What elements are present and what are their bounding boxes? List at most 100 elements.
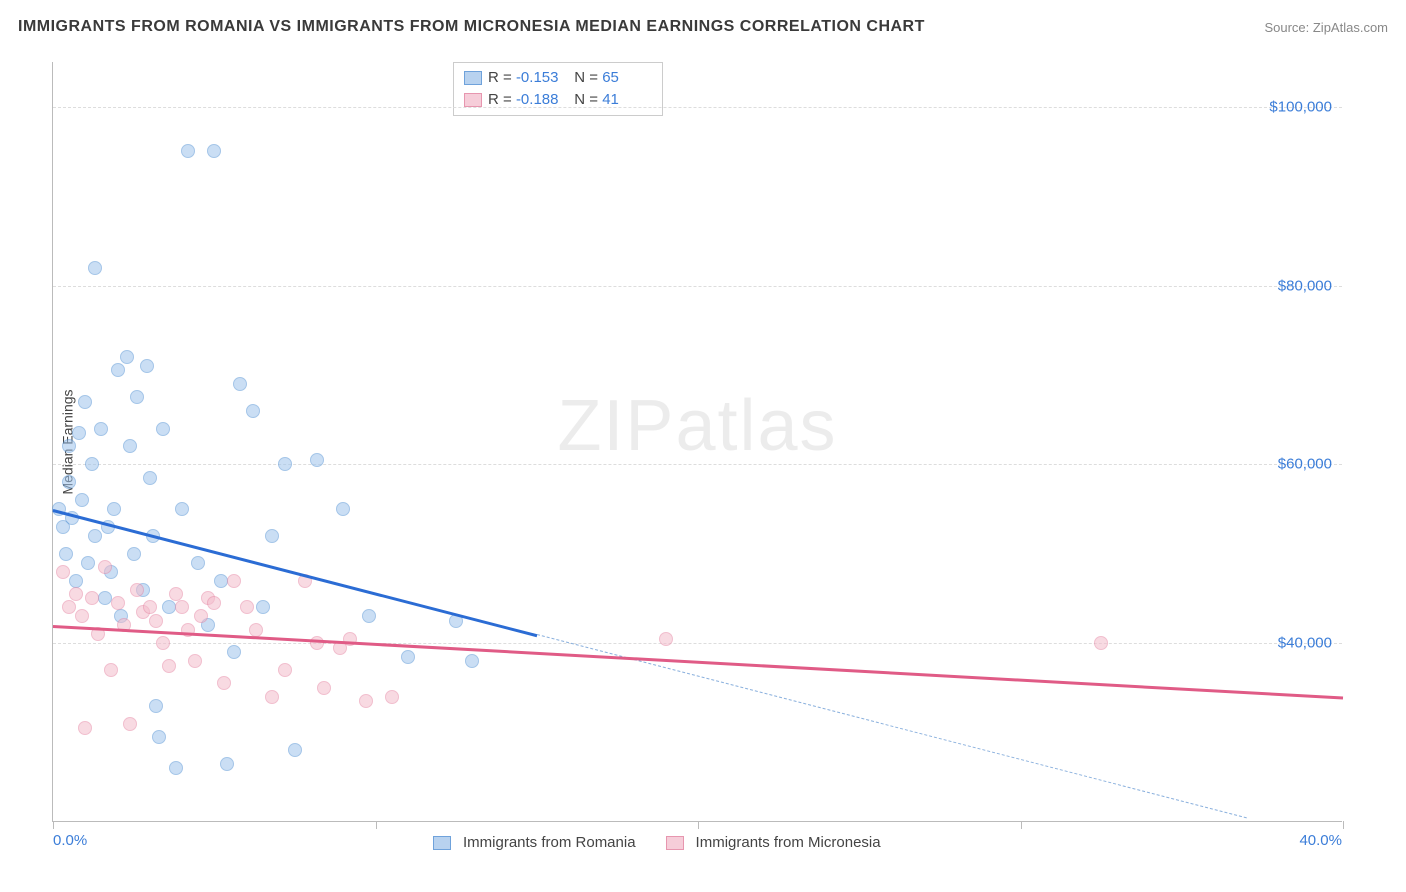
x-tick [1343, 821, 1344, 829]
chart-title: IMMIGRANTS FROM ROMANIA VS IMMIGRANTS FR… [18, 18, 925, 36]
data-point [162, 659, 176, 673]
data-point [265, 529, 279, 543]
data-point [127, 547, 141, 561]
data-point [385, 690, 399, 704]
data-point [191, 556, 205, 570]
data-point [107, 502, 121, 516]
data-point [69, 574, 83, 588]
data-point [207, 596, 221, 610]
data-point [336, 502, 350, 516]
data-point [98, 591, 112, 605]
data-point [162, 600, 176, 614]
data-point [246, 404, 260, 418]
data-point [310, 453, 324, 467]
data-point [72, 426, 86, 440]
data-point [75, 493, 89, 507]
data-point [175, 600, 189, 614]
data-point [143, 600, 157, 614]
data-point [220, 757, 234, 771]
y-tick-label: $100,000 [1269, 98, 1332, 115]
y-tick-label: $60,000 [1278, 456, 1332, 473]
data-point [249, 623, 263, 637]
x-tick [698, 821, 699, 829]
data-point [78, 721, 92, 735]
data-point [207, 144, 221, 158]
data-point [278, 457, 292, 471]
stats-box: R = -0.153 N = 65R = -0.188 N = 41 [453, 62, 663, 116]
data-point [143, 471, 157, 485]
data-point [111, 363, 125, 377]
y-tick-label: $80,000 [1278, 277, 1332, 294]
y-tick-label: $40,000 [1278, 635, 1332, 652]
data-point [265, 690, 279, 704]
data-point [75, 609, 89, 623]
data-point [217, 676, 231, 690]
data-point [188, 654, 202, 668]
data-point [278, 663, 292, 677]
data-point [149, 614, 163, 628]
data-point [359, 694, 373, 708]
trend-line [537, 634, 1247, 818]
gridline [53, 643, 1342, 644]
data-point [310, 636, 324, 650]
gridline [53, 286, 1342, 287]
data-point [401, 650, 415, 664]
data-point [59, 547, 73, 561]
data-point [156, 636, 170, 650]
x-axis-min-label: 0.0% [53, 832, 87, 849]
data-point [120, 350, 134, 364]
data-point [169, 587, 183, 601]
data-point [123, 717, 137, 731]
data-point [85, 591, 99, 605]
data-point [194, 609, 208, 623]
data-point [62, 439, 76, 453]
data-point [362, 609, 376, 623]
data-point [94, 422, 108, 436]
data-point [62, 475, 76, 489]
data-point [317, 681, 331, 695]
data-point [123, 439, 137, 453]
data-point [214, 574, 228, 588]
legend-item: Immigrants from Romania [433, 834, 636, 851]
data-point [111, 596, 125, 610]
data-point [465, 654, 479, 668]
legend-item: Immigrants from Micronesia [666, 834, 881, 851]
data-point [288, 743, 302, 757]
plot-area: Median Earnings ZIPatlas R = -0.153 N = … [52, 62, 1342, 822]
data-point [149, 699, 163, 713]
data-point [156, 422, 170, 436]
data-point [88, 261, 102, 275]
data-point [169, 761, 183, 775]
source-label: Source: ZipAtlas.com [1264, 20, 1388, 35]
data-point [140, 359, 154, 373]
data-point [85, 457, 99, 471]
gridline [53, 107, 1342, 108]
data-point [130, 390, 144, 404]
data-point [130, 583, 144, 597]
data-point [69, 587, 83, 601]
data-point [98, 560, 112, 574]
x-tick [1021, 821, 1022, 829]
x-tick [376, 821, 377, 829]
x-tick [53, 821, 54, 829]
watermark: ZIPatlas [557, 385, 837, 467]
data-point [175, 502, 189, 516]
data-point [227, 574, 241, 588]
x-axis-max-label: 40.0% [1299, 832, 1342, 849]
data-point [81, 556, 95, 570]
data-point [181, 144, 195, 158]
data-point [152, 730, 166, 744]
gridline [53, 464, 1342, 465]
data-point [88, 529, 102, 543]
trend-line [53, 625, 1343, 699]
data-point [1094, 636, 1108, 650]
data-point [659, 632, 673, 646]
data-point [104, 663, 118, 677]
data-point [227, 645, 241, 659]
data-point [240, 600, 254, 614]
bottom-legend: Immigrants from Romania Immigrants from M… [433, 834, 881, 851]
data-point [233, 377, 247, 391]
stats-row: R = -0.153 N = 65 [464, 67, 652, 89]
data-point [56, 565, 70, 579]
data-point [78, 395, 92, 409]
